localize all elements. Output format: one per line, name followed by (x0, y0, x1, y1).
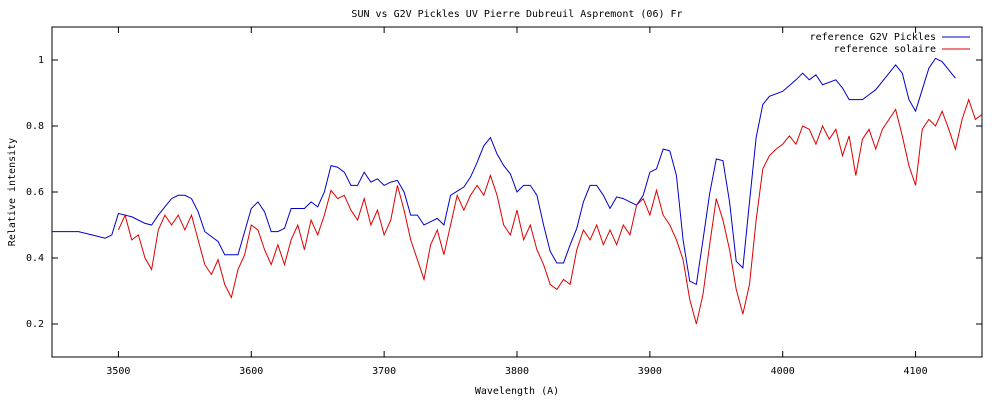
series-line (52, 57, 956, 286)
series-line (117, 98, 983, 325)
legend-label: reference solaire (834, 44, 936, 55)
x-tick-label: 3600 (239, 366, 263, 377)
x-tick-label: 4000 (771, 366, 795, 377)
y-tick-label: 0.4 (26, 253, 44, 264)
y-tick-label: 1 (38, 55, 44, 66)
x-tick-label: 3700 (372, 366, 396, 377)
y-tick-label: 0.6 (26, 187, 44, 198)
legend-label: reference G2V Pickles (810, 32, 936, 43)
x-axis-label: Wavelength (A) (475, 386, 559, 397)
y-axis-label: Relative intensity (7, 138, 18, 246)
x-tick-label: 3500 (106, 366, 130, 377)
x-tick-label: 3900 (638, 366, 662, 377)
chart-title: SUN vs G2V Pickles UV Pierre Dubreuil As… (351, 9, 682, 20)
x-tick-label: 3800 (505, 366, 529, 377)
x-tick-label: 4100 (904, 366, 928, 377)
y-tick-label: 0.8 (26, 121, 44, 132)
y-tick-label: 0.2 (26, 319, 44, 330)
